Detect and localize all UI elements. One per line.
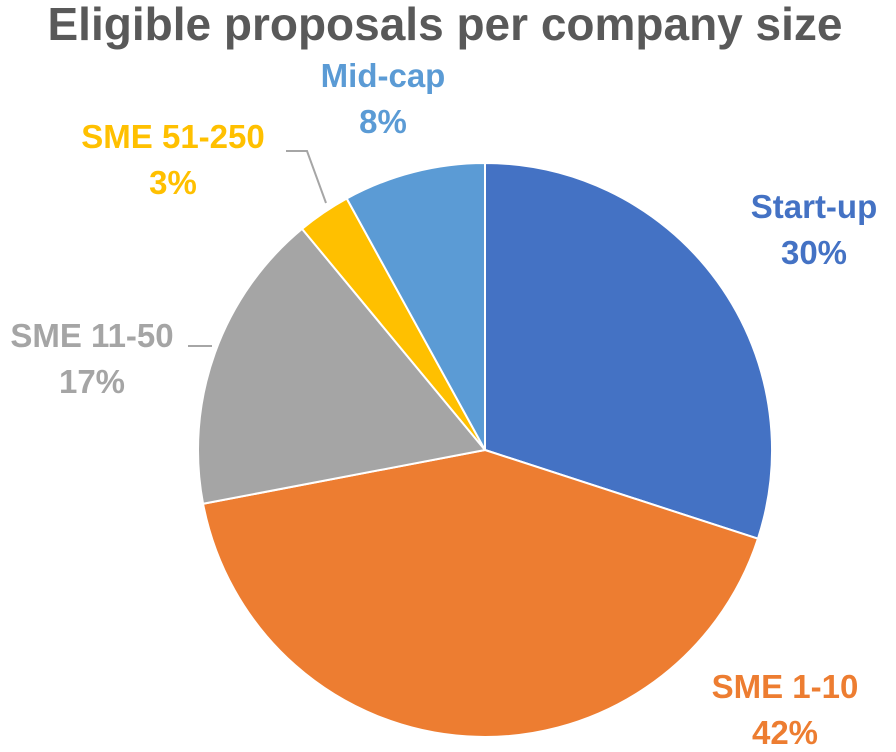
slice-label-name: SME 11-50 [10, 317, 173, 354]
slice-label-name: Start-up [751, 188, 878, 225]
slice-label-percent: 17% [59, 363, 125, 400]
slice-label-name: Mid-cap [321, 57, 446, 94]
leader-lines [188, 150, 327, 347]
pie-slice-sme-1-10 [201, 448, 760, 738]
slice-label-name: SME 51-250 [81, 118, 264, 155]
slice-label-percent: 42% [752, 714, 818, 751]
slice-label-percent: 3% [149, 164, 197, 201]
leader-line [286, 150, 327, 204]
slice-labels: Start-up 30% SME 1-10 42% SME 11-50 17% SME 51… [10, 57, 877, 751]
pie-slice-start-up [484, 161, 773, 540]
slice-label-name: SME 1-10 [712, 668, 859, 705]
pie-slice-sme-11-50 [197, 227, 487, 505]
pie-slice-mid-cap [345, 161, 486, 451]
chart-title: Eligible proposals per company size [47, 0, 842, 50]
pie-slices [197, 161, 773, 738]
slice-label-percent: 8% [359, 103, 407, 140]
slice-label-percent: 30% [781, 234, 847, 271]
